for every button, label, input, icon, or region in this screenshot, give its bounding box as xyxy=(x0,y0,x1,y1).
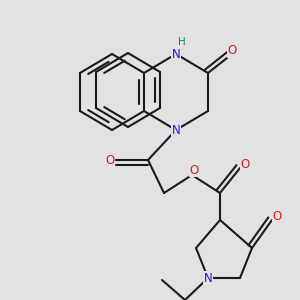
Text: O: O xyxy=(189,164,199,176)
Text: N: N xyxy=(172,124,180,136)
Text: O: O xyxy=(105,154,115,166)
Text: O: O xyxy=(272,211,282,224)
Text: O: O xyxy=(227,44,237,58)
Text: N: N xyxy=(172,47,180,61)
Text: N: N xyxy=(204,272,212,284)
Text: H: H xyxy=(178,37,186,47)
Text: O: O xyxy=(240,158,250,172)
